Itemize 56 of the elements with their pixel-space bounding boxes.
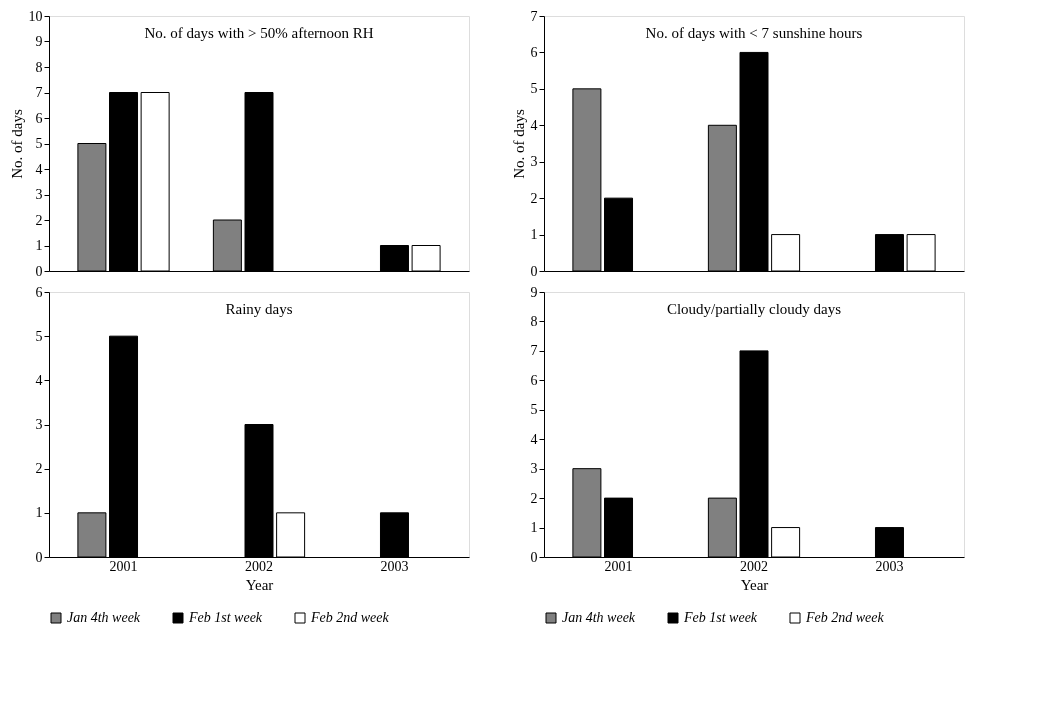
y-tick-label: 2 (530, 190, 538, 206)
y-tick-label: 9 (530, 284, 538, 300)
y-tick-label: 3 (530, 154, 538, 170)
x-axis-title: Year (740, 576, 769, 593)
legend-label: Feb 1st week (683, 610, 758, 625)
y-tick-label: 10 (28, 8, 43, 24)
y-tick-label: 1 (35, 505, 43, 521)
legend-label: Jan 4th week (67, 610, 141, 625)
y-tick-label: 5 (35, 136, 43, 151)
x-tick-label: 2003 (875, 558, 904, 574)
x-tick-label: 2002 (245, 558, 273, 574)
x-tick-label: 2001 (109, 558, 138, 574)
y-tick-label: 7 (530, 343, 538, 359)
legend-label: Jan 4th week (562, 610, 636, 625)
y-tick-label: 3 (35, 417, 43, 432)
legend-label: Feb 1st week (188, 610, 263, 625)
text: Cloudy/partially cloudy days (666, 301, 842, 317)
y-tick-label: 4 (530, 431, 538, 447)
y-axis-title: No. of days (8, 109, 25, 179)
y-tick-label: 2 (35, 461, 43, 477)
y-tick-label: 8 (35, 59, 43, 75)
text: No. of days with > 50% afternoon RH (144, 25, 374, 41)
y-tick-label: 4 (530, 117, 538, 133)
y-tick-label: 0 (35, 263, 43, 279)
y-tick-label: 4 (35, 372, 43, 388)
y-tick-label: 6 (530, 44, 538, 60)
y-tick-label: 0 (530, 263, 538, 279)
text: Rainy days (225, 301, 293, 317)
y-axis-title: No. of days (510, 109, 527, 179)
y-tick-label: 0 (35, 549, 43, 565)
y-tick-label: 1 (35, 238, 43, 253)
x-tick-label: 2001 (604, 558, 633, 574)
y-tick-label: 3 (35, 187, 43, 202)
x-axis-title: Year (245, 576, 274, 593)
y-tick-label: 7 (35, 85, 43, 100)
y-tick-label: 6 (530, 372, 538, 388)
y-tick-label: 5 (530, 81, 538, 97)
y-tick-label: 5 (35, 328, 43, 344)
y-tick-label: 2 (35, 212, 43, 228)
y-tick-label: 1 (530, 520, 538, 536)
y-tick-label: 6 (35, 284, 43, 300)
y-tick-label: 4 (35, 161, 43, 177)
legend-label: Feb 2nd week (805, 610, 885, 625)
y-tick-label: 6 (35, 110, 43, 126)
y-tick-label: 5 (530, 402, 538, 418)
y-tick-label: 9 (35, 34, 43, 49)
y-tick-label: 3 (530, 461, 538, 477)
x-tick-label: 2002 (740, 558, 768, 574)
y-tick-label: 0 (530, 549, 538, 565)
text: No. of days with < 7 sunshine hours (645, 25, 863, 41)
y-tick-label: 1 (530, 227, 538, 243)
y-tick-label: 2 (530, 490, 538, 506)
y-tick-label: 7 (530, 8, 538, 24)
y-tick-label: 8 (530, 313, 538, 329)
x-tick-label: 2003 (380, 558, 409, 574)
legend-label: Feb 2nd week (310, 610, 390, 625)
